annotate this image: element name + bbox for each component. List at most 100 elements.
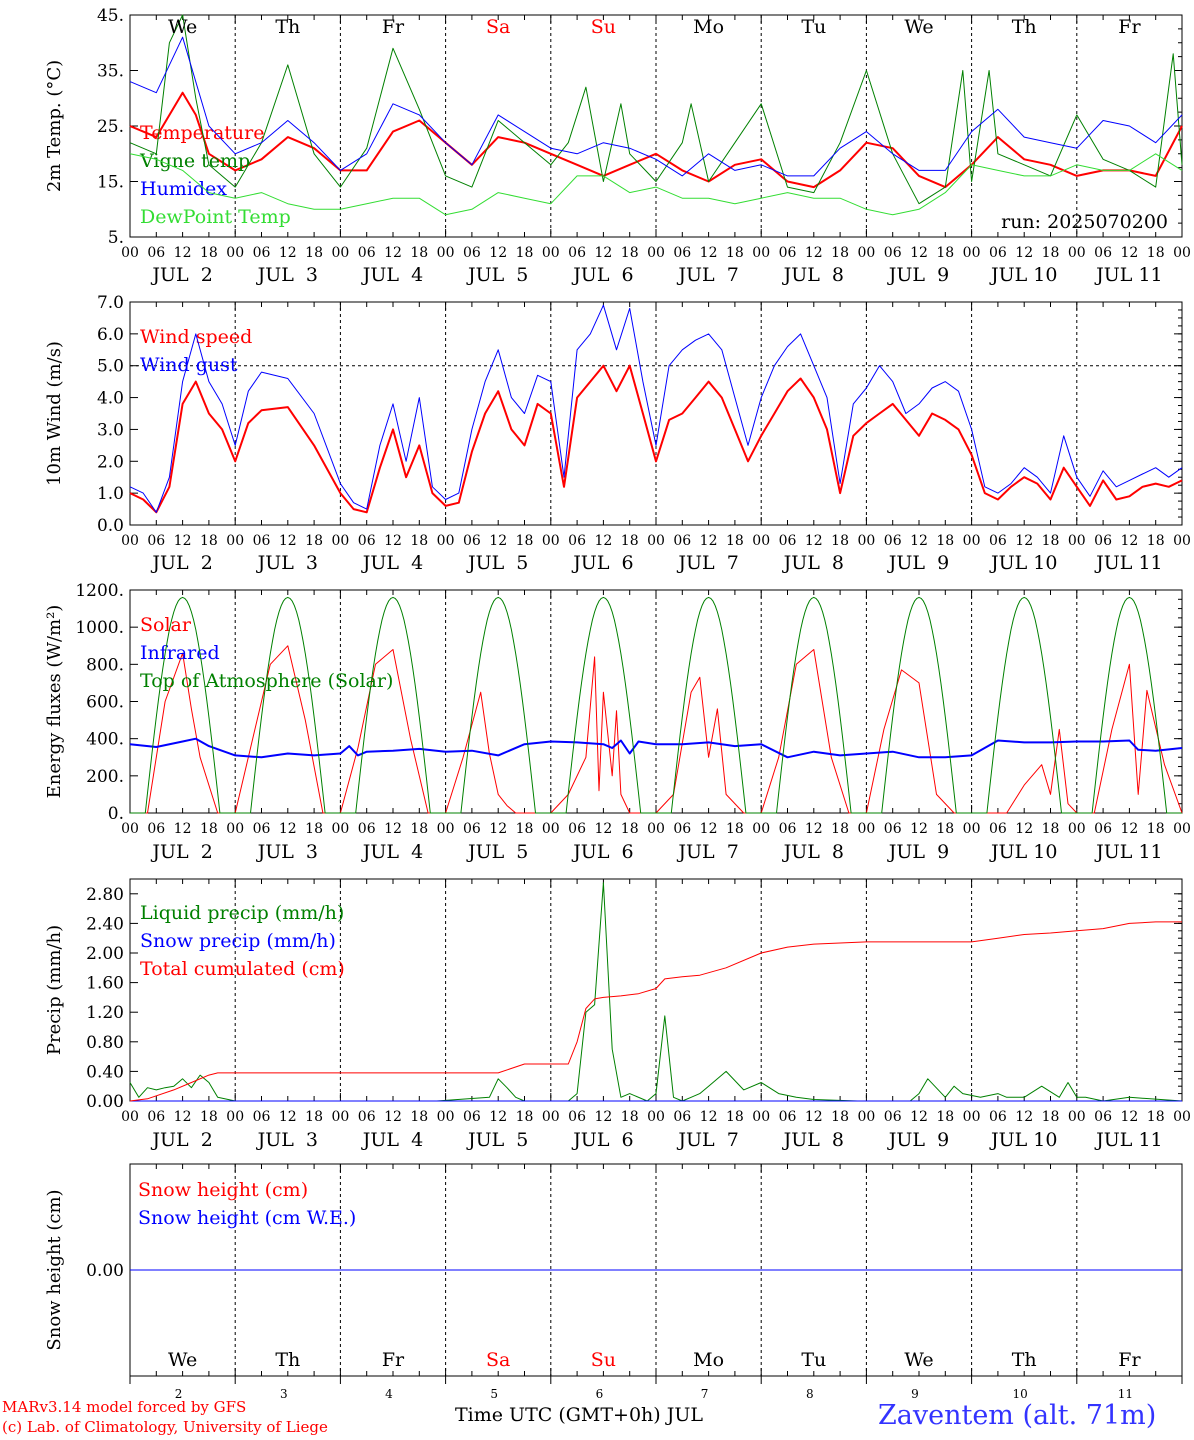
date-label: JUL 9 bbox=[887, 1129, 949, 1151]
series-line-wind-0 bbox=[129, 364, 1183, 514]
hour-tick-label: 18 bbox=[516, 245, 534, 261]
hour-tick-label: 00 bbox=[1173, 821, 1191, 837]
hour-tick-label: 00 bbox=[857, 821, 875, 837]
hour-tick-label: 00 bbox=[1068, 1109, 1086, 1125]
weekday-label: Fr bbox=[1118, 1349, 1141, 1371]
hour-tick-label: 18 bbox=[726, 533, 744, 549]
hour-tick-label: 12 bbox=[279, 533, 297, 549]
weekday-label: Fr bbox=[1118, 16, 1141, 38]
series-line-energy-2 bbox=[130, 596, 1182, 814]
panel-energy: 0. 200. 400. 600. 800. 1000. 1200. Energy fluxe… bbox=[44, 581, 1191, 863]
hour-tick-label: 00 bbox=[752, 245, 770, 261]
hour-tick-label: 18 bbox=[621, 821, 639, 837]
hour-tick-label: 00 bbox=[963, 533, 981, 549]
hour-tick-label: 00 bbox=[752, 533, 770, 549]
hour-tick-label: 06 bbox=[989, 533, 1007, 549]
weekday-label: We bbox=[904, 1349, 933, 1371]
hour-tick-label: 06 bbox=[779, 1109, 797, 1125]
hour-tick-label: 18 bbox=[410, 1109, 428, 1125]
legend-entry: Liquid precip (mm/h) bbox=[140, 902, 344, 924]
hour-tick-label: 12 bbox=[805, 245, 823, 261]
legend-entry: Top of Atmosphere (Solar) bbox=[140, 670, 393, 692]
series-line-temperature-3 bbox=[129, 153, 1183, 216]
legend-entry: Total cumulated (cm) bbox=[140, 958, 345, 980]
hour-tick-label: 18 bbox=[410, 245, 428, 261]
hour-tick-label: 06 bbox=[147, 821, 165, 837]
y-tick-label: 5.0 bbox=[97, 357, 124, 377]
hour-tick-label: 06 bbox=[884, 533, 902, 549]
date-label: JUL 11 bbox=[1094, 264, 1162, 286]
hour-tick-label: 06 bbox=[989, 1109, 1007, 1125]
hour-tick-label: 12 bbox=[805, 533, 823, 549]
hour-tick-label: 12 bbox=[384, 1109, 402, 1125]
hour-tick-label: 06 bbox=[358, 821, 376, 837]
hour-tick-label: 12 bbox=[489, 1109, 507, 1125]
day-number: 9 bbox=[911, 1387, 919, 1401]
date-label: JUL 3 bbox=[256, 1129, 318, 1151]
hour-tick-label: 18 bbox=[410, 533, 428, 549]
hour-tick-label: 12 bbox=[174, 533, 192, 549]
series-line-precip-0 bbox=[129, 882, 1183, 1102]
date-label: JUL 2 bbox=[150, 841, 212, 863]
date-label: JUL 4 bbox=[361, 264, 423, 286]
weekday-label: Th bbox=[275, 16, 300, 38]
hour-tick-label: 12 bbox=[910, 1109, 928, 1125]
plot-frame bbox=[129, 301, 1183, 526]
hour-tick-label: 06 bbox=[1094, 533, 1112, 549]
hour-tick-label: 18 bbox=[1042, 1109, 1060, 1125]
hour-tick-label: 00 bbox=[857, 533, 875, 549]
y-tick-label: 1200. bbox=[75, 581, 124, 601]
y-tick-label: 600. bbox=[86, 693, 124, 713]
hour-tick-label: 18 bbox=[726, 821, 744, 837]
hour-tick-label: 06 bbox=[779, 533, 797, 549]
date-label: JUL 6 bbox=[571, 841, 633, 863]
model-credit-line2: (c) Lab. of Climatology, University of L… bbox=[2, 1418, 328, 1436]
hour-tick-label: 18 bbox=[1042, 245, 1060, 261]
y-tick-label: 2.40 bbox=[86, 914, 124, 934]
hour-tick-label: 00 bbox=[1068, 533, 1086, 549]
hour-tick-label: 00 bbox=[1173, 245, 1191, 261]
run-label: run: 2025070200 bbox=[1001, 211, 1168, 233]
date-label: JUL 6 bbox=[571, 552, 633, 574]
hour-tick-label: 18 bbox=[831, 245, 849, 261]
series-line-precip-2 bbox=[129, 921, 1182, 1102]
hour-tick-label: 06 bbox=[673, 1109, 691, 1125]
day-number: 6 bbox=[596, 1387, 604, 1401]
hour-tick-label: 00 bbox=[752, 821, 770, 837]
day-number: 3 bbox=[280, 1387, 288, 1401]
hour-tick-label: 18 bbox=[1147, 533, 1165, 549]
panel-wind: 0.0 1.0 2.0 3.0 4.0 5.0 6.0 7.0 10m Wind (m/s) Wi… bbox=[44, 293, 1191, 574]
date-label: JUL 2 bbox=[150, 552, 212, 574]
date-label: JUL 10 bbox=[989, 552, 1057, 574]
date-label: JUL 3 bbox=[256, 841, 318, 863]
y-tick-label: 25. bbox=[97, 117, 124, 137]
hour-tick-label: 00 bbox=[437, 245, 455, 261]
hour-tick-label: 06 bbox=[253, 533, 271, 549]
hour-tick-label: 00 bbox=[437, 533, 455, 549]
hour-tick-label: 00 bbox=[963, 245, 981, 261]
hour-tick-label: 18 bbox=[1042, 533, 1060, 549]
date-label: JUL 11 bbox=[1094, 1129, 1162, 1151]
hour-tick-label: 06 bbox=[779, 821, 797, 837]
weekday-label: We bbox=[904, 16, 933, 38]
y-tick-label: 1.60 bbox=[86, 974, 124, 994]
day-number: 10 bbox=[1013, 1387, 1028, 1401]
hour-tick-label: 12 bbox=[1120, 533, 1138, 549]
hour-tick-label: 06 bbox=[1094, 245, 1112, 261]
date-label: JUL 5 bbox=[466, 1129, 528, 1151]
hour-tick-label: 06 bbox=[568, 821, 586, 837]
hour-tick-label: 06 bbox=[463, 245, 481, 261]
legend-entry: Vigne temp bbox=[139, 150, 250, 172]
hour-tick-label: 00 bbox=[226, 533, 244, 549]
hour-tick-label: 12 bbox=[279, 1109, 297, 1125]
hour-tick-label: 18 bbox=[410, 821, 428, 837]
hour-tick-label: 00 bbox=[963, 1109, 981, 1125]
y-tick-label: 6.0 bbox=[97, 325, 124, 345]
hour-tick-label: 00 bbox=[331, 533, 349, 549]
hour-tick-label: 18 bbox=[516, 821, 534, 837]
hour-tick-label: 18 bbox=[1042, 821, 1060, 837]
hour-tick-label: 06 bbox=[884, 245, 902, 261]
hour-tick-label: 00 bbox=[1173, 1109, 1191, 1125]
weekday-label: We bbox=[168, 16, 197, 38]
date-label: JUL 4 bbox=[361, 841, 423, 863]
